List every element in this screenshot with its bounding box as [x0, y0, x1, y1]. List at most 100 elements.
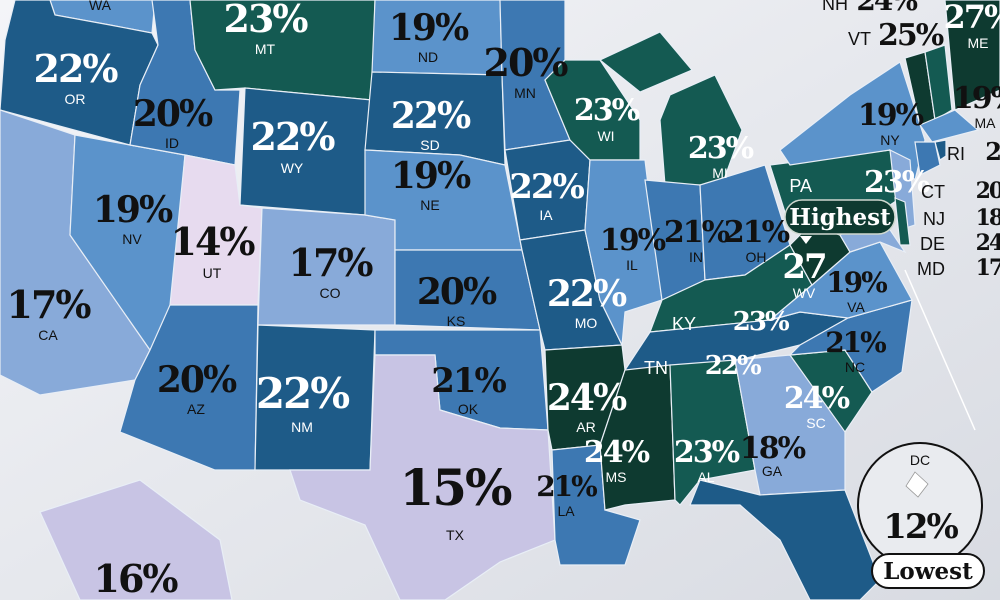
state-value-sd: 22%	[391, 95, 471, 137]
state-value-tn: 22%	[705, 351, 762, 381]
state-value-mo: 22%	[547, 273, 627, 315]
state-code-tn: TN	[644, 358, 668, 378]
state-value-ms: 24%	[584, 435, 650, 470]
state-value-va: 19%	[826, 266, 887, 299]
state-value-wi: 23%	[574, 93, 640, 128]
state-value-ga: 18%	[740, 431, 806, 466]
state-code-wa: WA	[89, 0, 112, 13]
state-value-ak: 16%	[94, 556, 179, 600]
state-value-oh: 21%	[724, 215, 790, 250]
state-code-wy: WY	[281, 160, 304, 176]
pointer-icon	[800, 236, 812, 244]
dc-value: 12%	[883, 507, 958, 547]
state-value-ky: 23%	[733, 307, 790, 337]
state-code-nc: NC	[845, 359, 865, 375]
state-code-nh: NH	[822, 0, 848, 14]
state-code-sd: SD	[420, 137, 439, 153]
state-code-mi: MI	[712, 165, 728, 181]
state-me	[944, 0, 1000, 111]
state-value-sc: 24%	[784, 381, 850, 416]
state-value-nj: 18%	[976, 205, 1000, 231]
state-value-ny: 19%	[858, 98, 924, 133]
state-value-in: 21%	[664, 215, 730, 250]
state-value-nc: 21%	[825, 326, 886, 359]
state-value-co: 17%	[289, 240, 374, 285]
state-value-il: 19%	[600, 223, 666, 258]
state-value-md: 17%	[976, 255, 1000, 281]
state-value-tx: 15%	[399, 458, 512, 517]
state-value-wv: 27	[782, 247, 825, 287]
state-code-nj: NJ	[923, 209, 945, 229]
state-code-ms: MS	[606, 469, 627, 485]
state-value-ca: 17%	[7, 282, 92, 327]
state-mi	[598, 31, 693, 93]
state-nh	[924, 44, 953, 121]
state-code-ok: OK	[458, 401, 479, 417]
state-code-sc: SC	[806, 415, 825, 431]
state-code-pa: PA	[789, 176, 812, 196]
state-value-ut: 14%	[171, 219, 256, 264]
state-code-ut: UT	[203, 265, 222, 281]
state-code-in: IN	[689, 249, 703, 265]
state-value-ma: 19%	[953, 81, 1000, 116]
state-value-pa: 23%	[864, 165, 930, 200]
lowest-label: Lowest	[883, 558, 973, 585]
state-value-la: 21%	[536, 470, 597, 503]
state-value-al: 23%	[674, 435, 740, 470]
state-ct	[914, 141, 941, 176]
state-value-ne: 19%	[391, 155, 471, 197]
state-value-nv: 19%	[93, 189, 173, 231]
dc-code: DC	[910, 452, 930, 468]
state-code-la: LA	[557, 503, 575, 519]
state-code-ct: CT	[921, 182, 945, 202]
state-value-az: 20%	[157, 359, 237, 401]
state-ak	[39, 479, 233, 600]
state-code-mo: MO	[575, 315, 598, 331]
state-value-or: 22%	[34, 46, 119, 91]
state-value-mn: 20%	[484, 40, 569, 85]
state-code-ky: KY	[672, 314, 696, 334]
state-value-ks: 20%	[417, 271, 497, 313]
state-code-ne: NE	[420, 197, 439, 213]
state-code-il: IL	[626, 257, 638, 273]
state-code-tx: TX	[446, 527, 465, 543]
state-value-ct: 20%	[976, 178, 1000, 204]
state-code-al: AL	[697, 469, 714, 485]
state-ma	[919, 109, 980, 143]
state-fl	[689, 479, 881, 600]
state-value-nd: 19%	[389, 7, 469, 49]
highest-callout: Highest	[784, 199, 896, 244]
state-code-mn: MN	[514, 85, 536, 101]
state-code-ny: NY	[880, 132, 900, 148]
state-de	[894, 197, 911, 246]
state-code-vt: VT	[848, 29, 871, 49]
state-code-nd: ND	[418, 49, 438, 65]
state-code-mt: MT	[255, 41, 276, 57]
state-value-nh: 24%	[856, 0, 917, 17]
state-code-id: ID	[165, 135, 179, 151]
state-code-de: DE	[920, 234, 945, 254]
state-code-ca: CA	[38, 327, 58, 343]
state-code-ga: GA	[762, 463, 783, 479]
state-code-wv: WV	[793, 285, 816, 301]
state-tx	[289, 354, 556, 600]
state-code-md: MD	[917, 259, 945, 279]
state-code-or: OR	[65, 91, 86, 107]
state-code-ks: KS	[447, 313, 466, 329]
highest-label: Highest	[789, 204, 891, 231]
state-code-wi: WI	[597, 128, 614, 144]
state-code-az: AZ	[187, 401, 205, 417]
state-value-vt: 25%	[878, 18, 944, 53]
state-code-co: CO	[320, 285, 341, 301]
state-code-va: VA	[847, 299, 865, 315]
state-value-mi: 23%	[688, 131, 754, 166]
state-code-ia: IA	[539, 207, 553, 223]
state-value-mt: 23%	[224, 0, 309, 41]
state-value-de: 24%	[976, 230, 1000, 256]
state-value-ri: 22	[985, 137, 1000, 166]
state-code-ma: MA	[975, 115, 997, 131]
state-ri	[934, 139, 947, 161]
